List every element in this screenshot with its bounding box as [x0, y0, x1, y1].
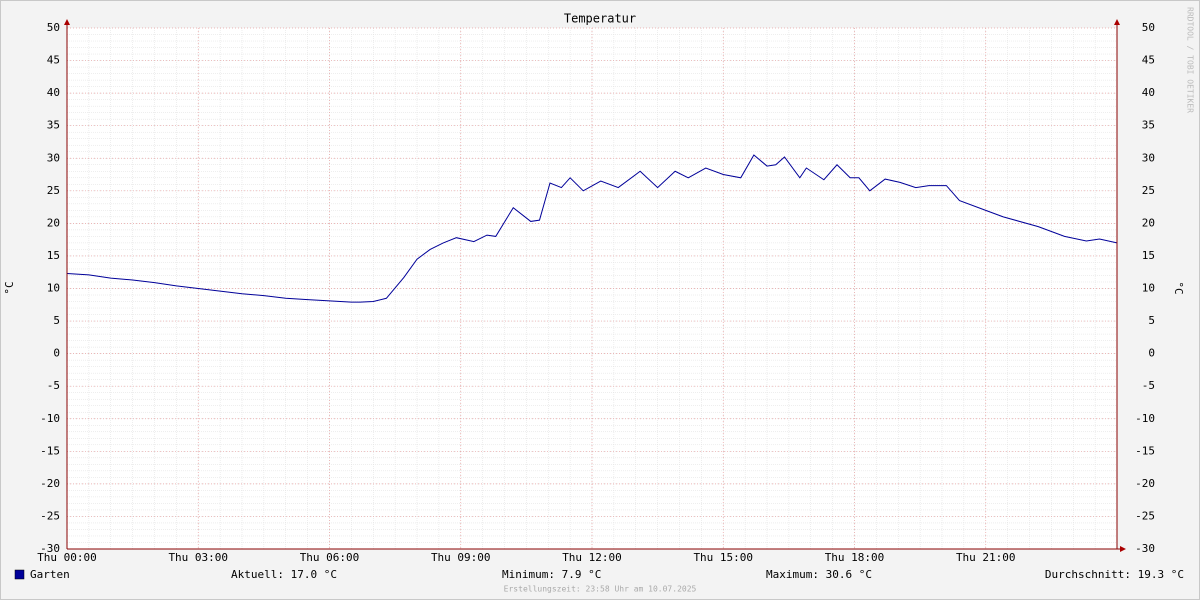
y2-tick-label: 25	[1142, 184, 1155, 197]
data-line	[66, 154, 1118, 303]
y-tick-label: -30	[40, 542, 60, 555]
y-tick-label: 45	[47, 54, 60, 67]
y-tick-label: -20	[40, 477, 60, 490]
legend-swatch	[14, 569, 25, 580]
y-tick-label: 40	[47, 86, 60, 99]
y-tick-label: 50	[47, 21, 60, 34]
stat-average: Durchschnitt: 19.3 °C	[1045, 568, 1184, 581]
x-tick-label: Thu 21:00	[956, 551, 1016, 564]
x-tick-label: Thu 15:00	[693, 551, 753, 564]
y-tick-label: 30	[47, 151, 60, 164]
axis-arrow	[1114, 19, 1120, 25]
marks	[66, 154, 1118, 303]
y-tick-label: 25	[47, 184, 60, 197]
y2-tick-label: -10	[1135, 412, 1155, 425]
y2-tick-label: 0	[1148, 347, 1155, 360]
y-tick-label: -25	[40, 509, 60, 522]
y-tick-label: 20	[47, 216, 60, 229]
x-tick-label: Thu 18:00	[825, 551, 885, 564]
y2-tick-label: -30	[1135, 542, 1155, 555]
x-tick-label: Thu 00:00	[37, 551, 97, 564]
legend-label: Garten	[30, 568, 70, 581]
grid	[66, 27, 1117, 550]
y-tick-label: 10	[47, 282, 60, 295]
footer: Erstellungszeit: 23:58 Uhr am 10.07.2025	[504, 585, 697, 594]
x-tick-label: Thu 12:00	[562, 551, 622, 564]
y2-tick-label: 45	[1142, 54, 1155, 67]
y2-tick-label: 30	[1142, 151, 1155, 164]
stat-maximum: Maximum: 30.6 °C	[766, 568, 872, 581]
y-tick-label: -5	[47, 379, 60, 392]
y2-tick-label: 20	[1142, 216, 1155, 229]
y2-tick-label: 50	[1142, 21, 1155, 34]
axis-arrow	[64, 19, 70, 25]
y2-tick-label: -25	[1135, 509, 1155, 522]
y2-tick-label: -5	[1142, 379, 1155, 392]
y2-tick-label: 15	[1142, 249, 1155, 262]
y-axis-label: °C	[3, 281, 16, 294]
x-tick-label: Thu 06:00	[300, 551, 360, 564]
stat-current: Aktuell: 17.0 °C	[231, 568, 337, 581]
y-tick-label: -10	[40, 412, 60, 425]
y-tick-label: 35	[47, 119, 60, 132]
y-tick-label: 5	[53, 314, 60, 327]
y-tick-label: -15	[40, 444, 60, 457]
y2-tick-label: 5	[1148, 314, 1155, 327]
y2-tick-label: -20	[1135, 477, 1155, 490]
y2-tick-label: 10	[1142, 282, 1155, 295]
watermark: RRDTOOL / TOBI OETIKER	[1186, 7, 1195, 113]
y2-tick-label: 35	[1142, 119, 1155, 132]
chart-title: Temperatur	[564, 12, 636, 26]
x-tick-label: Thu 03:00	[168, 551, 228, 564]
y-tick-label: 0	[53, 347, 60, 360]
y2-axis-label: °C	[1172, 281, 1185, 294]
y-tick-label: 15	[47, 249, 60, 262]
stat-minimum: Minimum: 7.9 °C	[502, 568, 601, 581]
y2-tick-label: -15	[1135, 444, 1155, 457]
axis-arrow	[1120, 546, 1126, 552]
y2-tick-label: 40	[1142, 86, 1155, 99]
x-tick-label: Thu 09:00	[431, 551, 491, 564]
